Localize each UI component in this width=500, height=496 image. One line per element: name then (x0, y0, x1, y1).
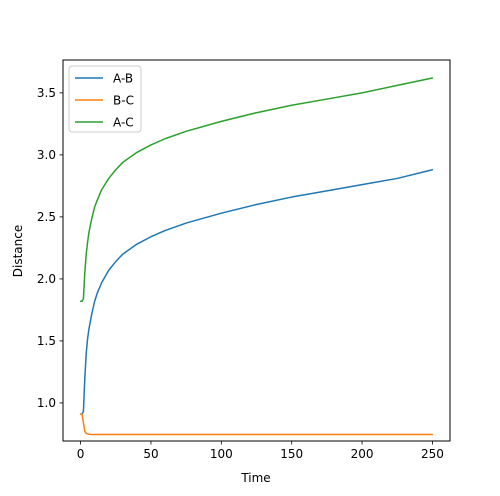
x-tick-label: 150 (280, 447, 303, 461)
y-axis-label: Distance (11, 225, 25, 277)
x-tick-label: 50 (143, 447, 158, 461)
x-tick-label: 100 (210, 447, 233, 461)
legend: A-B B-C A-C (68, 65, 142, 133)
x-tick-label: 250 (421, 447, 444, 461)
y-axis: 1.0 1.5 2.0 2.5 3.0 3.5 (37, 86, 63, 410)
legend-label-a-b: A-B (113, 72, 133, 86)
series-line-b-c (79, 413, 434, 436)
series-line-a-c (79, 77, 434, 302)
y-tick-label: 3.0 (37, 148, 56, 162)
x-tick-label: 200 (351, 447, 374, 461)
legend-box (68, 65, 142, 133)
plot-frame (62, 59, 451, 442)
legend-label-b-c: B-C (113, 94, 134, 108)
y-tick-label: 1.5 (37, 334, 56, 348)
series-layer (79, 77, 434, 436)
y-tick-label: 2.0 (37, 272, 56, 286)
x-axis-label: Time (240, 471, 270, 485)
y-tick-label: 2.5 (37, 210, 56, 224)
x-tick-label: 0 (77, 447, 85, 461)
legend-label-a-c: A-C (113, 116, 134, 130)
y-tick-label: 1.0 (37, 396, 56, 410)
y-tick-label: 3.5 (37, 86, 56, 100)
series-line-a-b (79, 169, 434, 415)
x-axis: 0 50 100 150 200 250 (77, 441, 444, 461)
